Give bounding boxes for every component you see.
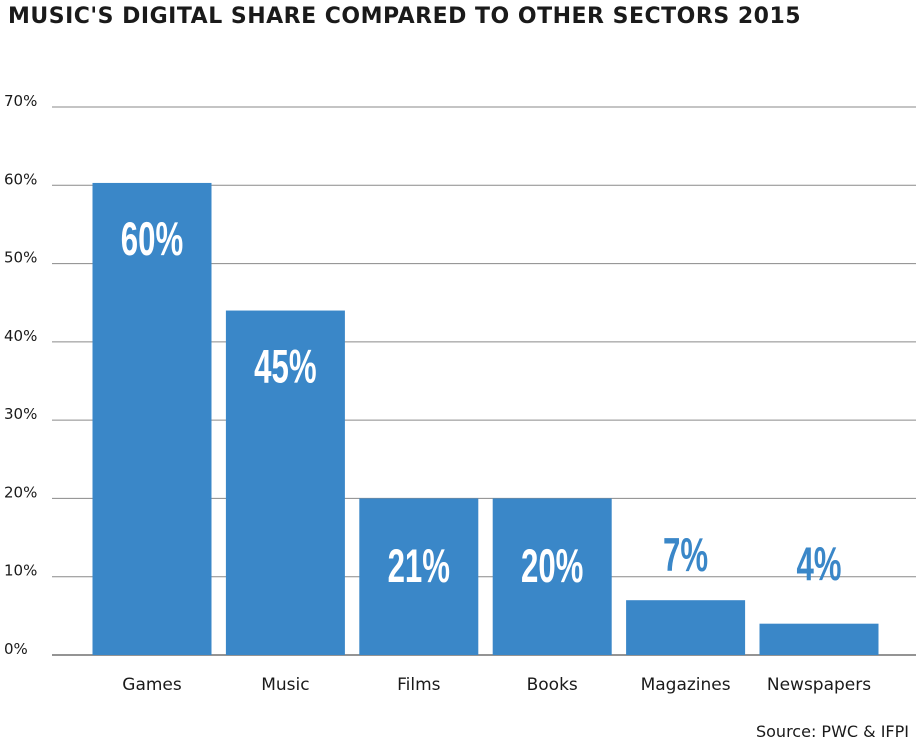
y-tick-label: 70%: [4, 92, 37, 110]
source-note: Source: PWC & IFPI: [755, 722, 909, 741]
bar-newspapers: [759, 623, 879, 655]
data-label: 60%: [121, 214, 183, 266]
y-tick-label: 40%: [4, 327, 37, 345]
y-tick-label: 10%: [4, 562, 37, 580]
data-label: 7%: [663, 530, 708, 582]
bar-films: [359, 498, 479, 655]
y-tick-label: 0%: [4, 640, 28, 658]
data-label: 21%: [388, 541, 450, 593]
y-tick-label: 30%: [4, 405, 37, 423]
x-tick-label: Games: [122, 675, 182, 695]
data-label: 45%: [254, 341, 316, 393]
y-tick-label: 20%: [4, 483, 37, 501]
data-label: 20%: [521, 541, 583, 593]
x-tick-label: Newspapers: [767, 675, 871, 695]
y-tick-label: 60%: [4, 170, 37, 188]
y-tick-label: 50%: [4, 249, 37, 267]
x-tick-label: Music: [261, 675, 309, 695]
x-tick-label: Magazines: [641, 675, 731, 695]
data-label: 4%: [796, 539, 841, 591]
bar-music: [225, 310, 345, 655]
x-tick-label: Books: [527, 675, 578, 695]
chart-title: MUSIC'S DIGITAL SHARE COMPARED TO OTHER …: [8, 4, 802, 29]
bar-magazines: [626, 600, 746, 655]
x-tick-label: Films: [397, 675, 441, 695]
bar-books: [492, 498, 612, 655]
bar-games: [92, 182, 212, 656]
